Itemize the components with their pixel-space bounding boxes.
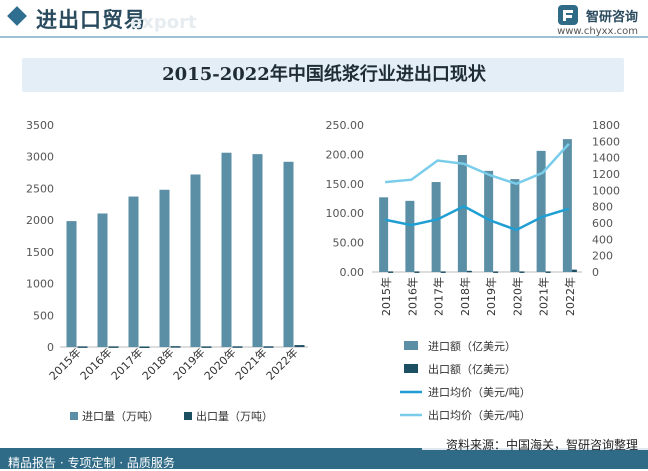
left-x-tick-label: 2017年 (108, 345, 145, 382)
export-amount-bar (466, 270, 472, 273)
right-chart-right-y-tick: 400 (592, 233, 613, 246)
right-x-tick-label: 2017年 (432, 277, 446, 316)
import-price-line (384, 204, 570, 232)
chart-title: 2015-2022年中国纸浆行业进出口现状 (162, 64, 486, 85)
right-chart-left-y-tick: 250.00 (326, 119, 365, 132)
brand-block: 智研咨询 (557, 4, 638, 26)
legend-label-import-price: 进口均价（美元/吨） (428, 386, 531, 399)
brand-url: www.chyxx.com (557, 26, 638, 37)
right-chart-right-y-tick: 1800 (592, 119, 620, 132)
export-amount-bar (414, 271, 420, 273)
right-chart-right-y-tick: 1200 (592, 168, 620, 181)
import-amount-bar (510, 179, 520, 272)
import-volume-bar (97, 213, 108, 347)
legend-label-import-amount: 进口额（亿美元） (428, 340, 516, 353)
import-amount-bar (457, 154, 467, 272)
export-volume-bar (294, 345, 305, 347)
brand-logo-icon (557, 5, 578, 25)
page-title: 进出口贸易 (36, 8, 146, 32)
right-chart-left-y-tick: 50.00 (333, 237, 365, 250)
source-note: 资料来源：中国海关，智研咨询整理 (445, 438, 638, 452)
import-volume-bar (252, 154, 263, 347)
left-y-tick-label: 1000 (26, 278, 54, 291)
export-amount-bar (493, 271, 499, 273)
export-volume-bar (201, 346, 212, 348)
legend-swatch-import-volume (70, 412, 78, 420)
footer-bar (0, 448, 648, 469)
import-amount-bar (431, 182, 441, 272)
right-chart-right-y-tick: 1400 (592, 152, 620, 165)
left-y-tick-label: 3000 (26, 151, 54, 164)
left-x-tick-label: 2016年 (77, 345, 114, 382)
right-chart-right-y-tick: 1600 (592, 135, 620, 148)
export-amount-bar (388, 271, 394, 273)
export-amount-bar (519, 271, 525, 273)
right-x-tick-label: 2019年 (484, 277, 498, 316)
import-amount-bar (536, 150, 546, 272)
import-amount-bar (562, 139, 572, 272)
export-volume-bar (170, 346, 181, 348)
header-watermark: export (130, 12, 197, 33)
left-y-tick-label: 3500 (26, 119, 54, 132)
right-chart-left-y-tick: 200.00 (326, 148, 365, 161)
export-amount-bar (545, 271, 551, 273)
right-chart-right-y-tick: 0 (592, 266, 599, 279)
legend-label-export-amount: 出口额（亿美元） (428, 362, 516, 376)
left-x-tick-label: 2021年 (232, 345, 269, 382)
import-volume-bar (128, 196, 139, 347)
left-x-tick-label: 2019年 (170, 345, 207, 382)
export-volume-bar (232, 346, 243, 348)
export-price-line (385, 142, 570, 186)
right-x-tick-label: 2016年 (405, 277, 419, 316)
import-volume-bar (221, 152, 232, 347)
right-x-tick-label: 2022年 (563, 277, 577, 316)
left-y-tick-label: 2500 (26, 182, 54, 195)
import-volume-bar (66, 221, 77, 347)
right-chart-right-y-tick: 600 (592, 217, 613, 230)
header-bar: 进出口贸易 export (0, 0, 648, 40)
import-volume-bar (283, 161, 294, 347)
export-amount-bar (571, 269, 577, 272)
legend-label-export-price: 出口均价（美元/吨） (428, 408, 531, 422)
left-x-tick-label: 2020年 (201, 345, 238, 382)
left-y-tick-label: 1500 (26, 246, 54, 259)
legend-swatch-export-volume (184, 412, 192, 420)
right-x-tick-label: 2015年 (379, 277, 393, 316)
brand-name: 智研咨询 (585, 9, 638, 25)
import-amount-bar (405, 200, 415, 272)
right-x-tick-label: 2020年 (510, 277, 524, 316)
right-x-tick-label: 2021年 (537, 277, 551, 316)
left-y-tick-label: 2000 (26, 214, 54, 227)
right-chart-left-y-tick: 0.00 (340, 266, 365, 279)
export-volume-bar (77, 346, 88, 348)
legend-label-export-volume: 出口量（万吨） (196, 409, 273, 423)
right-chart-right-y-tick: 1000 (592, 184, 620, 197)
right-x-tick-label: 2018年 (458, 277, 472, 316)
left-x-tick-label: 2018年 (139, 345, 176, 382)
import-volume-bar (159, 189, 170, 347)
import-volume-bar (190, 174, 201, 347)
left-y-tick-label: 0 (47, 341, 54, 354)
left-x-tick-label: 2022年 (263, 345, 300, 382)
footer-tagline: 精品报告 · 专项定制 · 品质服务 (8, 456, 175, 470)
export-volume-bar (108, 346, 119, 348)
legend-label-import-volume: 进口量（万吨） (82, 410, 159, 423)
legend-swatch-export-amount (404, 364, 418, 373)
right-chart-right-y-tick: 200 (592, 250, 613, 263)
import-amount-bar (484, 170, 494, 272)
legend-swatch-import-amount (404, 341, 418, 350)
left-y-tick-label: 500 (33, 309, 54, 322)
header-divider (0, 36, 648, 38)
right-chart-right-y-tick: 800 (592, 201, 613, 214)
title-band (22, 58, 624, 92)
export-volume-bar (139, 346, 150, 348)
source-backdrop (422, 434, 648, 450)
right-chart-left-y-tick: 100.00 (326, 207, 365, 220)
export-volume-bar (263, 346, 274, 348)
export-amount-bar (440, 271, 446, 273)
import-amount-bar (379, 197, 389, 272)
right-chart-left-y-tick: 150.00 (326, 178, 365, 191)
